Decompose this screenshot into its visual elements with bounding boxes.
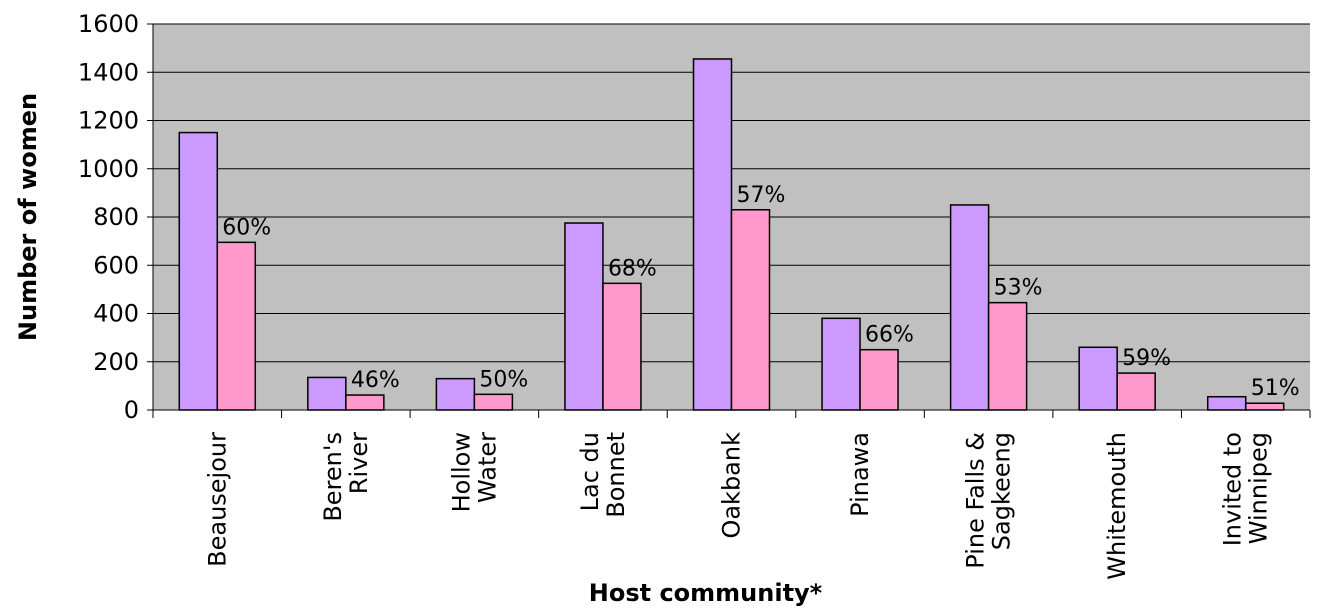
bar-series-1 (178, 131, 219, 411)
bar-series-2 (859, 348, 899, 411)
x-category-label-line: Pinawa (846, 432, 874, 517)
y-axis-title: Number of women (14, 93, 42, 341)
bar-series-2 (473, 393, 514, 411)
x-category-label-line: Invited to (1219, 432, 1247, 546)
bar-series-2 (1244, 402, 1285, 411)
y-tick-label: 200 (93, 348, 139, 376)
bar-series-2 (602, 282, 642, 411)
labels: 0 200 400 600 800 1000 1200 1400 1600 60% Beausejo… (78, 10, 1300, 580)
percent-label: 53% (994, 276, 1043, 301)
x-category-label-line: Beausejour (203, 432, 231, 567)
y-tick-label: 1000 (78, 155, 139, 183)
percent-label: 57% (737, 183, 786, 208)
x-category-label-line: Lac du (576, 432, 604, 511)
percent-label: 46% (351, 368, 400, 393)
percent-label: 66% (865, 323, 914, 348)
x-category-label-line: Pine Falls & (962, 432, 990, 569)
x-category-label-line: Sagkeeng (988, 432, 1016, 550)
x-axis-title: Host community* (589, 579, 823, 607)
y-tick-label: 1200 (78, 107, 139, 135)
x-category-label-line: Oakbank (718, 432, 746, 539)
bar-series-2 (730, 209, 771, 411)
percent-label: 68% (608, 256, 657, 281)
x-category-label-line: Beren's (319, 432, 347, 522)
percent-label: 59% (1122, 346, 1171, 371)
x-category-label-line: Whitemouth (1103, 432, 1131, 580)
bars (178, 58, 1285, 411)
bar-series-2 (987, 301, 1028, 411)
x-category-label: Beausejour (203, 432, 231, 567)
x-category-label-line: River (345, 432, 373, 494)
y-tick-label: 1400 (78, 58, 139, 86)
y-tick-label: 800 (93, 203, 139, 231)
x-category-label: Pine Falls &Sagkeeng (962, 432, 1016, 569)
percent-label: 51% (1251, 376, 1300, 401)
bar-series-2 (1116, 372, 1156, 411)
bar-series-1 (564, 222, 604, 411)
x-category-label: Whitemouth (1103, 432, 1131, 580)
axes (147, 23, 1311, 418)
bar-series-1 (307, 376, 347, 411)
x-category-label: Oakbank (718, 432, 746, 539)
y-tick-label: 400 (93, 300, 139, 328)
y-tick-label: 600 (93, 251, 139, 279)
bar-series-1 (1078, 346, 1118, 411)
y-tick-label: 1600 (78, 10, 139, 38)
bar-series-1 (692, 58, 733, 411)
bar-series-1 (1206, 395, 1247, 411)
x-category-label-line: Winnipeg (1245, 432, 1273, 544)
percent-label: 60% (222, 215, 271, 240)
x-category-label: Pinawa (846, 432, 874, 517)
x-category-label-line: Hollow (447, 432, 475, 512)
bar-series-2 (216, 241, 257, 411)
bar-series-2 (345, 394, 385, 411)
percent-label: 50% (479, 367, 528, 392)
bar-series-1 (435, 377, 476, 411)
x-category-label-line: Bonnet (602, 432, 630, 518)
bar-series-1 (821, 317, 861, 411)
x-category-label-line: Water (473, 432, 501, 503)
bar-series-1 (949, 204, 990, 411)
y-tick-label: 0 (124, 396, 139, 424)
